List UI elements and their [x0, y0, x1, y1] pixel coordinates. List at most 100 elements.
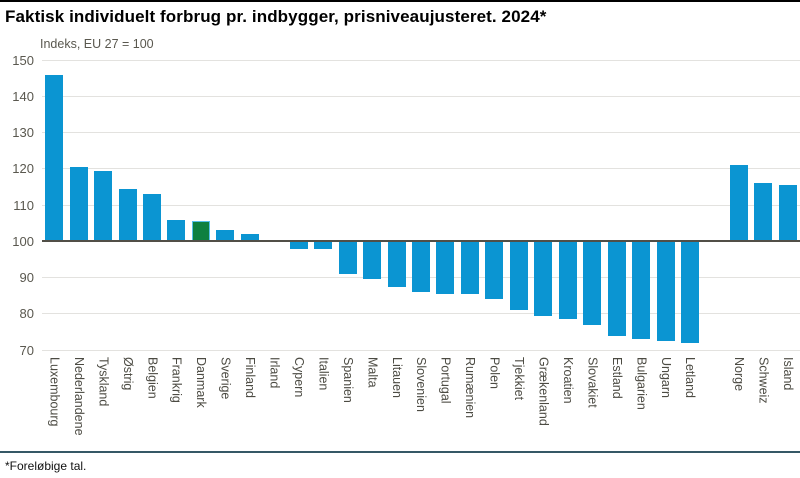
x-label-text: Nederlandene	[71, 357, 86, 436]
x-label-text: Kroatien	[560, 357, 575, 404]
x-label-estland: Estland	[604, 357, 628, 449]
y-tick-70: 70	[19, 342, 34, 358]
gridline-130	[42, 132, 800, 133]
y-tick-140: 140	[12, 88, 34, 104]
y-tick-80: 80	[19, 306, 34, 322]
x-label-text: Slovakiet	[585, 357, 600, 408]
y-tick-90: 90	[19, 270, 34, 285]
x-label-belgien: Belgien	[140, 357, 164, 449]
bar-estland	[607, 241, 626, 336]
bar-kroatien	[558, 241, 577, 320]
x-label-text: Irland	[267, 357, 282, 389]
x-label-polen: Polen	[482, 357, 506, 449]
x-label-text: Litauen	[389, 357, 404, 399]
bar-luxembourg	[45, 74, 64, 242]
x-label-slovenien: Slovenien	[409, 357, 433, 449]
axis-unit-label: Indeks, EU 27 = 100	[40, 37, 154, 51]
bar-danmark	[191, 221, 210, 242]
x-label-text: Letland	[683, 357, 698, 399]
bar-sverige	[216, 230, 235, 242]
x-label-text: Bulgarien	[634, 357, 649, 410]
x-label-text: Frankrig	[169, 357, 184, 403]
y-tick-130: 130	[12, 125, 34, 140]
bar-grækenland	[534, 241, 553, 316]
x-label-text: Rumænien	[463, 357, 478, 419]
x-label-malta: Malta	[360, 357, 384, 449]
x-label-irland: Irland	[262, 357, 286, 449]
x-label-text: Slovenien	[414, 357, 429, 412]
x-label-text: Sverige	[218, 357, 233, 400]
x-label-text: Grækenland	[536, 357, 551, 426]
bar-østrig	[118, 188, 137, 242]
x-label-cypern: Cypern	[287, 357, 311, 449]
x-label-frankrig: Frankrig	[164, 357, 188, 449]
x-label-norge: Norge	[727, 357, 751, 449]
x-label-bulgarien: Bulgarien	[629, 357, 653, 449]
x-label-nederlandene: Nederlandene	[66, 357, 90, 449]
y-tick-100: 100	[12, 233, 34, 249]
x-label-text: Schweiz	[756, 357, 771, 404]
bar-litauen	[387, 241, 406, 287]
x-label-schweiz: Schweiz	[751, 357, 775, 449]
x-label-letland: Letland	[678, 357, 702, 449]
x-label-text: Østrig	[120, 357, 135, 391]
baseline-100	[42, 240, 800, 243]
x-label-kroatien: Kroatien	[555, 357, 579, 449]
bar-belgien	[143, 194, 162, 242]
x-label-text: Spanien	[340, 357, 355, 403]
x-label-tyskland: Tyskland	[91, 357, 115, 449]
x-label-spanien: Spanien	[335, 357, 359, 449]
x-label-finland: Finland	[238, 357, 262, 449]
bar-spanien	[338, 241, 357, 274]
x-label-island: Island	[776, 357, 800, 449]
bar-frankrig	[167, 219, 186, 242]
x-label-ungarn: Ungarn	[653, 357, 677, 449]
x-label-text: Belgien	[145, 357, 160, 399]
bar-italien	[314, 241, 333, 249]
x-label-grækenland: Grækenland	[531, 357, 555, 449]
x-label-text: Finland	[243, 357, 258, 398]
x-label-text: Tjekkiet	[512, 357, 527, 401]
x-label-text: Island	[781, 357, 796, 391]
x-label-tjekkiet: Tjekkiet	[507, 357, 531, 449]
bar-finland	[240, 234, 259, 242]
gridline-150	[42, 59, 800, 61]
top-rule	[0, 0, 800, 2]
y-tick-110: 110	[13, 197, 34, 213]
gridline-140	[42, 95, 800, 97]
bar-ungarn	[656, 241, 675, 341]
chart-title: Faktisk individuelt forbrug pr. indbygge…	[5, 7, 547, 26]
x-label-text: Ungarn	[658, 357, 673, 398]
bar-tyskland	[94, 170, 113, 242]
bar-rumænien	[460, 241, 479, 294]
bar-slovakiet	[583, 241, 602, 325]
x-label-text: Portugal	[438, 357, 453, 404]
x-label-litauen: Litauen	[384, 357, 408, 449]
y-tick-120: 120	[12, 161, 34, 177]
bar-slovenien	[412, 241, 430, 292]
bar-polen	[485, 241, 504, 300]
bar-malta	[363, 241, 382, 280]
x-label-text: Danmark	[194, 357, 209, 408]
gridline-120	[42, 168, 800, 170]
x-label-sverige: Sverige	[213, 357, 237, 449]
x-label-rumænien: Rumænien	[458, 357, 482, 449]
x-label-luxembourg: Luxembourg	[42, 357, 66, 449]
bar-portugal	[436, 241, 455, 294]
x-label-portugal: Portugal	[433, 357, 457, 449]
y-tick-150: 150	[12, 52, 34, 68]
x-label-text: Italien	[316, 357, 331, 391]
bar-nederlandene	[69, 166, 88, 242]
x-label-østrig: Østrig	[115, 357, 139, 449]
bar-norge	[729, 165, 748, 242]
bar-island	[778, 185, 797, 242]
bar-cypern	[289, 241, 308, 249]
x-label-text: Polen	[487, 357, 502, 389]
bar-letland	[680, 241, 699, 343]
gridline-70	[42, 349, 800, 351]
x-label-text: Tyskland	[96, 357, 111, 407]
x-label-text: Cypern	[291, 357, 306, 398]
footnote: *Foreløbige tal.	[5, 459, 87, 473]
